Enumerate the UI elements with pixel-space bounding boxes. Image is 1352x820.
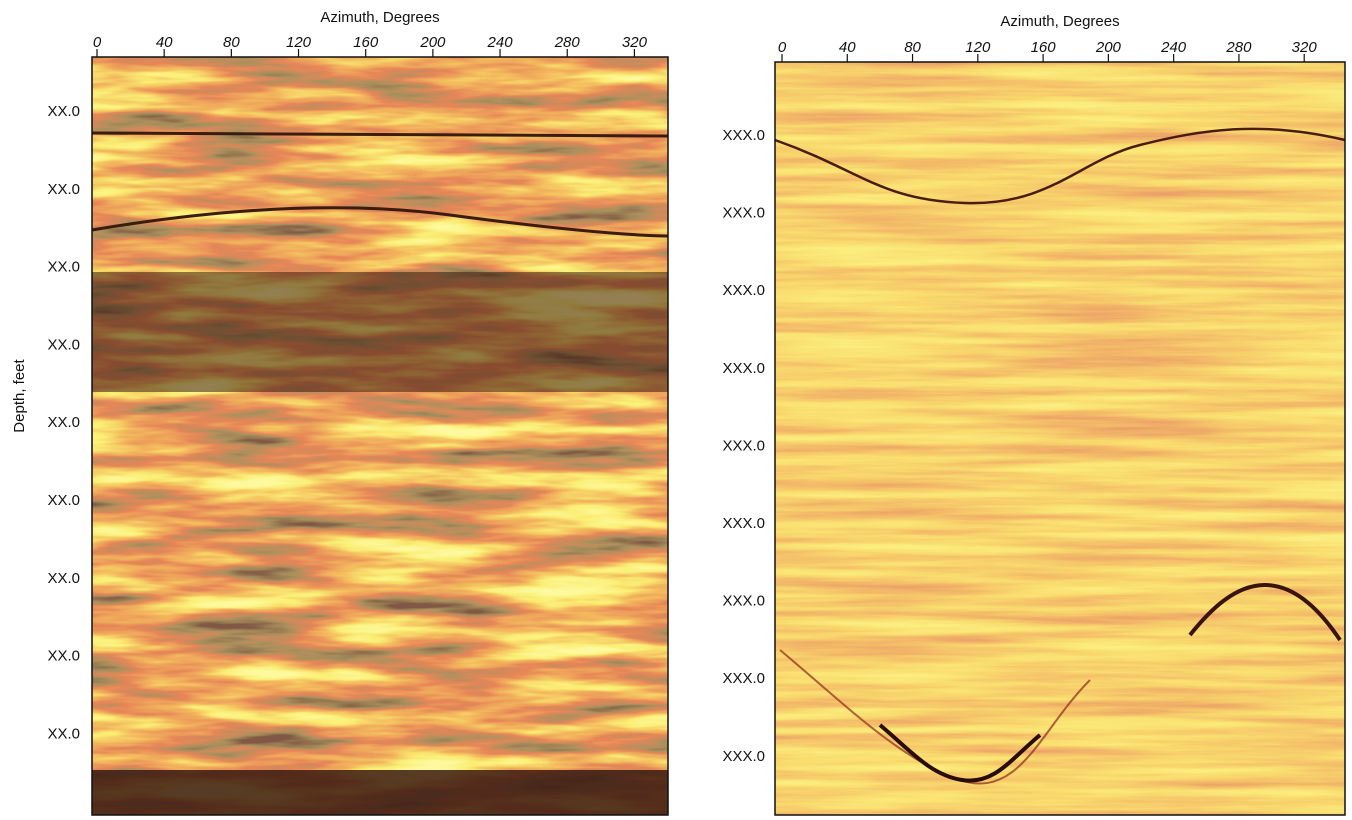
y-tick-label: XX.0 — [47, 181, 80, 198]
x-tick-label: 320 — [622, 34, 648, 51]
y-tick-label: XXX.0 — [722, 282, 765, 299]
bedding-trace — [91, 206, 669, 238]
y-tick-label: XXX.0 — [722, 437, 765, 454]
x-tick-label: 200 — [419, 34, 446, 51]
y-axis-title: Depth, feet — [11, 358, 28, 432]
x-tick-label: 320 — [1292, 39, 1318, 56]
x-tick-label: 120 — [286, 34, 312, 51]
plot-frame — [91, 56, 669, 816]
y-tick-label: XXX.0 — [722, 515, 765, 532]
x-tick-label: 40 — [156, 34, 173, 51]
x-axis-title: Azimuth, Degrees — [320, 9, 439, 26]
x-tick-label: 280 — [1225, 39, 1252, 56]
y-tick-label: XXX.0 — [722, 748, 765, 765]
plot-frame — [774, 61, 1346, 816]
y-tick-label: XXX.0 — [722, 670, 765, 687]
image-log — [92, 57, 668, 815]
y-tick-label: XXX.0 — [722, 127, 765, 144]
y-tick-label: XX.0 — [47, 259, 80, 276]
y-tick-label: XXX.0 — [722, 205, 765, 222]
bedding-trace — [91, 131, 669, 138]
x-tick-label: 120 — [965, 39, 991, 56]
y-tick-label: XX.0 — [47, 725, 80, 742]
x-tick-label: 80 — [904, 39, 921, 56]
x-tick-label: 80 — [223, 34, 240, 51]
fracture-trace — [1188, 582, 1342, 642]
x-tick-label: 0 — [778, 39, 787, 56]
x-axis-title: Azimuth, Degrees — [1000, 13, 1119, 30]
y-tick-label: XX.0 — [47, 336, 80, 353]
fracture-trace — [774, 127, 1346, 205]
x-tick-label: 200 — [1095, 39, 1122, 56]
y-tick-label: XXX.0 — [722, 360, 765, 377]
y-tick-label: XX.0 — [47, 414, 80, 431]
dark-band — [92, 770, 668, 815]
x-tick-label: 240 — [1160, 39, 1187, 56]
y-tick-label: XX.0 — [47, 492, 80, 509]
x-tick-label: 0 — [93, 34, 102, 51]
dark-band — [92, 272, 668, 392]
y-tick-label: XX.0 — [47, 570, 80, 587]
x-tick-label: 280 — [554, 34, 581, 51]
image-log — [775, 62, 1345, 815]
x-tick-label: 160 — [353, 34, 379, 51]
fracture-trace — [878, 723, 1042, 783]
y-tick-label: XX.0 — [47, 103, 80, 120]
x-tick-label: 160 — [1031, 39, 1057, 56]
x-tick-label: 240 — [487, 34, 514, 51]
y-tick-label: XX.0 — [47, 648, 80, 665]
y-tick-label: XXX.0 — [722, 593, 765, 610]
x-tick-label: 40 — [839, 39, 856, 56]
